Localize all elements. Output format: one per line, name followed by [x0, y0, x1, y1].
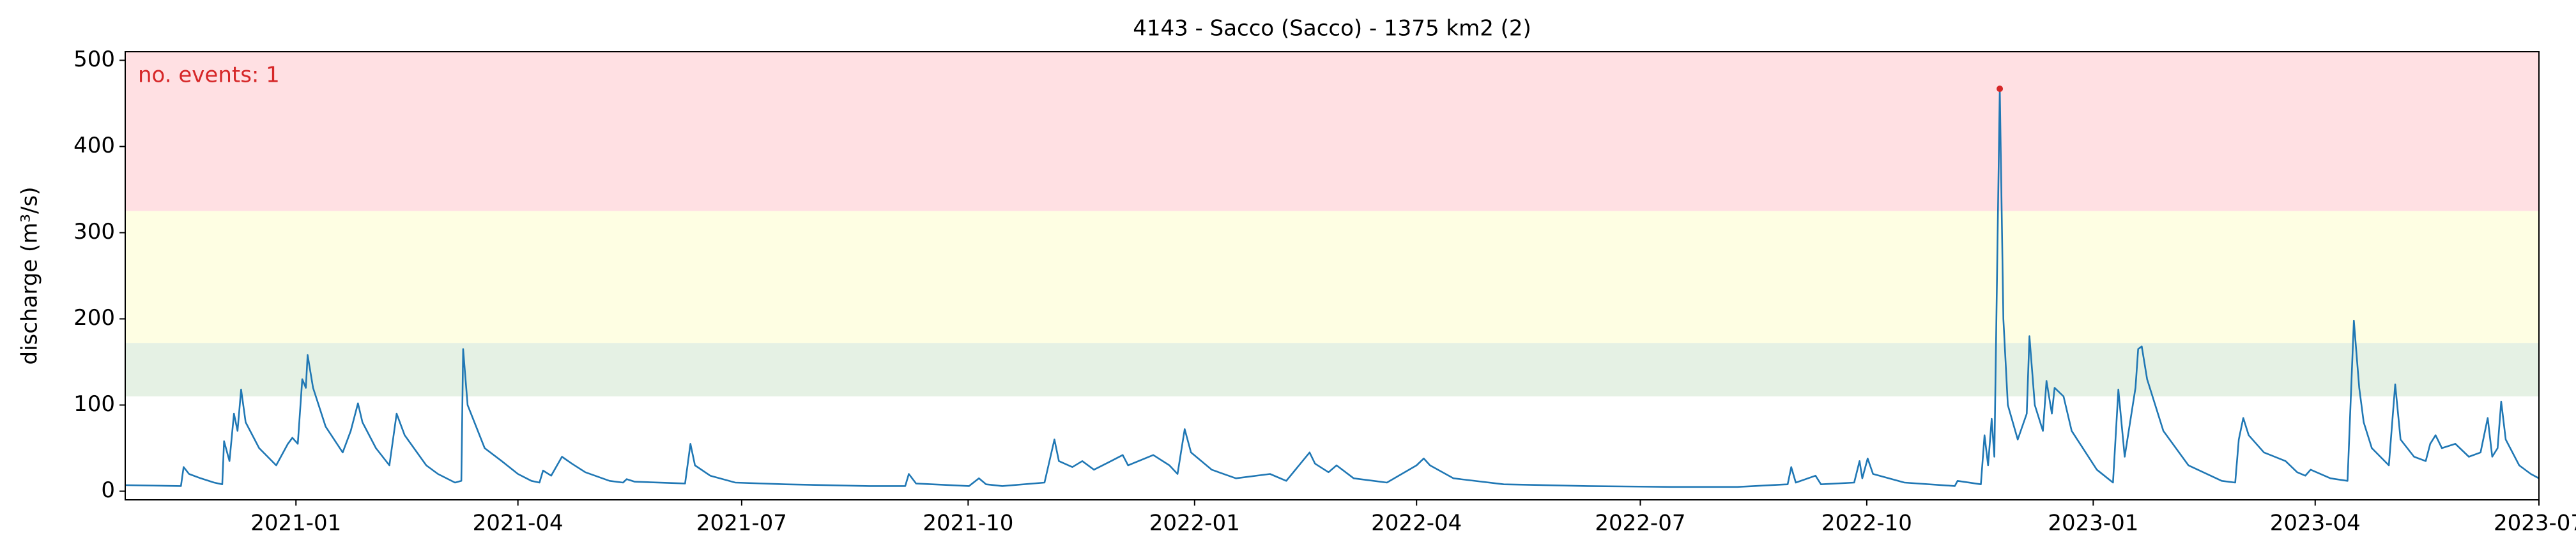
x-tick-label: 2022-07	[1595, 511, 1685, 536]
threshold-band	[125, 343, 2539, 396]
x-tick-label: 2021-04	[473, 511, 564, 536]
x-tick-label: 2021-01	[250, 511, 341, 536]
y-tick-label: 0	[101, 477, 115, 503]
chart-title: 4143 - Sacco (Sacco) - 1375 km2 (2)	[1133, 16, 1531, 41]
y-tick-label: 400	[73, 133, 115, 158]
x-tick-label: 2021-10	[923, 511, 1013, 536]
y-tick-label: 200	[73, 305, 115, 331]
discharge-line	[125, 87, 2540, 488]
threshold-band	[125, 52, 2539, 211]
x-tick-label: 2022-01	[1149, 511, 1240, 536]
x-tick-label: 2023-07	[2494, 511, 2576, 536]
y-axis-label: discharge (m³/s)	[17, 187, 43, 365]
event-marker	[1997, 86, 2004, 93]
x-tick-label: 2023-04	[2270, 511, 2361, 536]
y-tick-label: 300	[73, 219, 115, 244]
threshold-band	[125, 211, 2539, 343]
x-tick-label: 2021-07	[696, 511, 787, 536]
y-tick-label: 500	[73, 47, 115, 72]
event-count: no. events: 1	[138, 63, 280, 88]
x-tick-label: 2022-04	[1371, 511, 1462, 536]
plot-frame	[125, 51, 2540, 500]
x-tick-label: 2023-01	[2048, 511, 2138, 536]
y-tick-label: 100	[73, 391, 115, 417]
x-tick-label: 2022-10	[1821, 511, 1912, 536]
